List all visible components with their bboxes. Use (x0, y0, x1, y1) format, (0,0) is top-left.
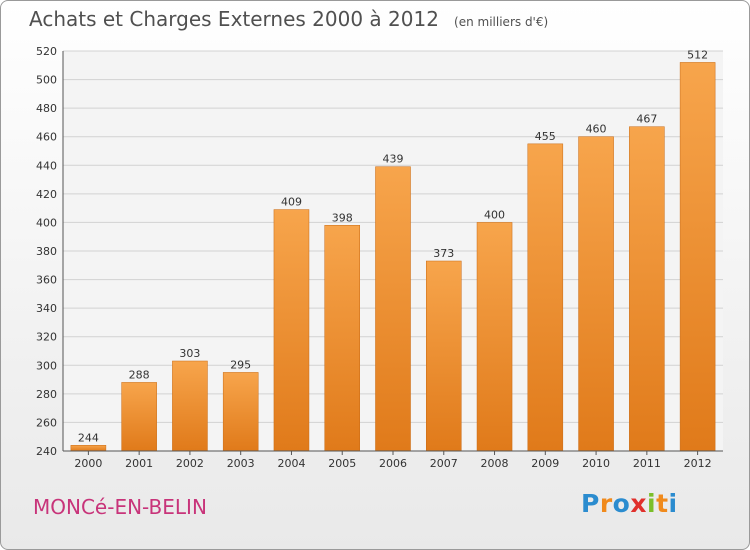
bar (629, 126, 665, 452)
chart-subtitle: (en milliers d'€) (454, 15, 549, 29)
y-tick-label: 420 (36, 188, 57, 201)
y-tick-label: 320 (36, 331, 57, 344)
logo-letter: x (630, 489, 647, 518)
y-tick-label: 240 (36, 445, 57, 458)
bar (375, 166, 411, 452)
y-tick-label: 340 (36, 302, 57, 315)
bar (476, 222, 513, 452)
data-label: 400 (484, 208, 505, 221)
x-tick-label: 2012 (684, 457, 712, 470)
bar (70, 445, 107, 452)
data-label: 244 (78, 431, 99, 444)
y-tick-label: 480 (36, 102, 57, 115)
data-label: 467 (636, 113, 657, 126)
x-tick-label: 2010 (582, 457, 610, 470)
bar (578, 136, 614, 452)
data-label: 303 (179, 347, 200, 360)
town-name: MONCé-EN-BELIN (33, 495, 207, 519)
x-tick-label: 2005 (328, 457, 356, 470)
logo-letter: i (668, 489, 678, 518)
chart-title-area: Achats et Charges Externes 2000 à 2012 (… (29, 7, 548, 31)
data-label: 373 (433, 247, 454, 260)
data-label: 439 (383, 153, 404, 166)
bar (527, 143, 564, 452)
data-label: 460 (586, 123, 607, 136)
data-label: 409 (281, 196, 302, 209)
data-label: 295 (230, 358, 251, 371)
x-tick-label: 2001 (125, 457, 153, 470)
data-label: 398 (332, 211, 353, 224)
logo-letter: o (612, 489, 631, 518)
y-tick-label: 300 (36, 359, 57, 372)
x-tick-label: 2002 (176, 457, 204, 470)
chart-title: Achats et Charges Externes 2000 à 2012 (29, 7, 439, 31)
data-label: 455 (535, 130, 556, 143)
bar (172, 360, 208, 452)
bars: 244 288 303 295 409 398 439 373 400 455 460 467 512 (70, 48, 716, 452)
y-tick-label: 400 (36, 216, 57, 229)
bar (121, 382, 157, 452)
x-tick-label: 2003 (227, 457, 255, 470)
y-tick-label: 360 (36, 274, 57, 287)
x-tick-label: 2007 (430, 457, 458, 470)
data-label: 512 (687, 48, 708, 61)
x-tick-label: 2006 (379, 457, 407, 470)
y-tick-label: 460 (36, 131, 57, 144)
x-tick-label: 2009 (531, 457, 559, 470)
x-tick-label: 2011 (633, 457, 661, 470)
x-tick-label: 2008 (481, 457, 509, 470)
y-tick-label: 280 (36, 388, 57, 401)
bar (324, 225, 360, 452)
logo-letter: P (581, 489, 600, 518)
bar (426, 260, 462, 452)
y-tick-label: 500 (36, 74, 57, 87)
bar (273, 209, 310, 452)
y-tick-label: 260 (36, 416, 57, 429)
bar (222, 372, 259, 452)
proxiti-logo: Proxiti (581, 489, 678, 518)
y-tick-label: 520 (36, 45, 57, 58)
logo-letter: i (647, 489, 657, 518)
logo-letter: r (599, 489, 613, 518)
y-tick-label: 440 (36, 159, 57, 172)
bar (679, 62, 716, 452)
x-tick-label: 2000 (74, 457, 102, 470)
logo-letter: t (656, 489, 669, 518)
y-tick-label: 380 (36, 245, 57, 258)
x-tick-label: 2004 (277, 457, 305, 470)
data-label: 288 (129, 368, 150, 381)
axes: 240 260 280 300 320 340 360 380 400 420 440 460 480 5… (36, 45, 723, 470)
